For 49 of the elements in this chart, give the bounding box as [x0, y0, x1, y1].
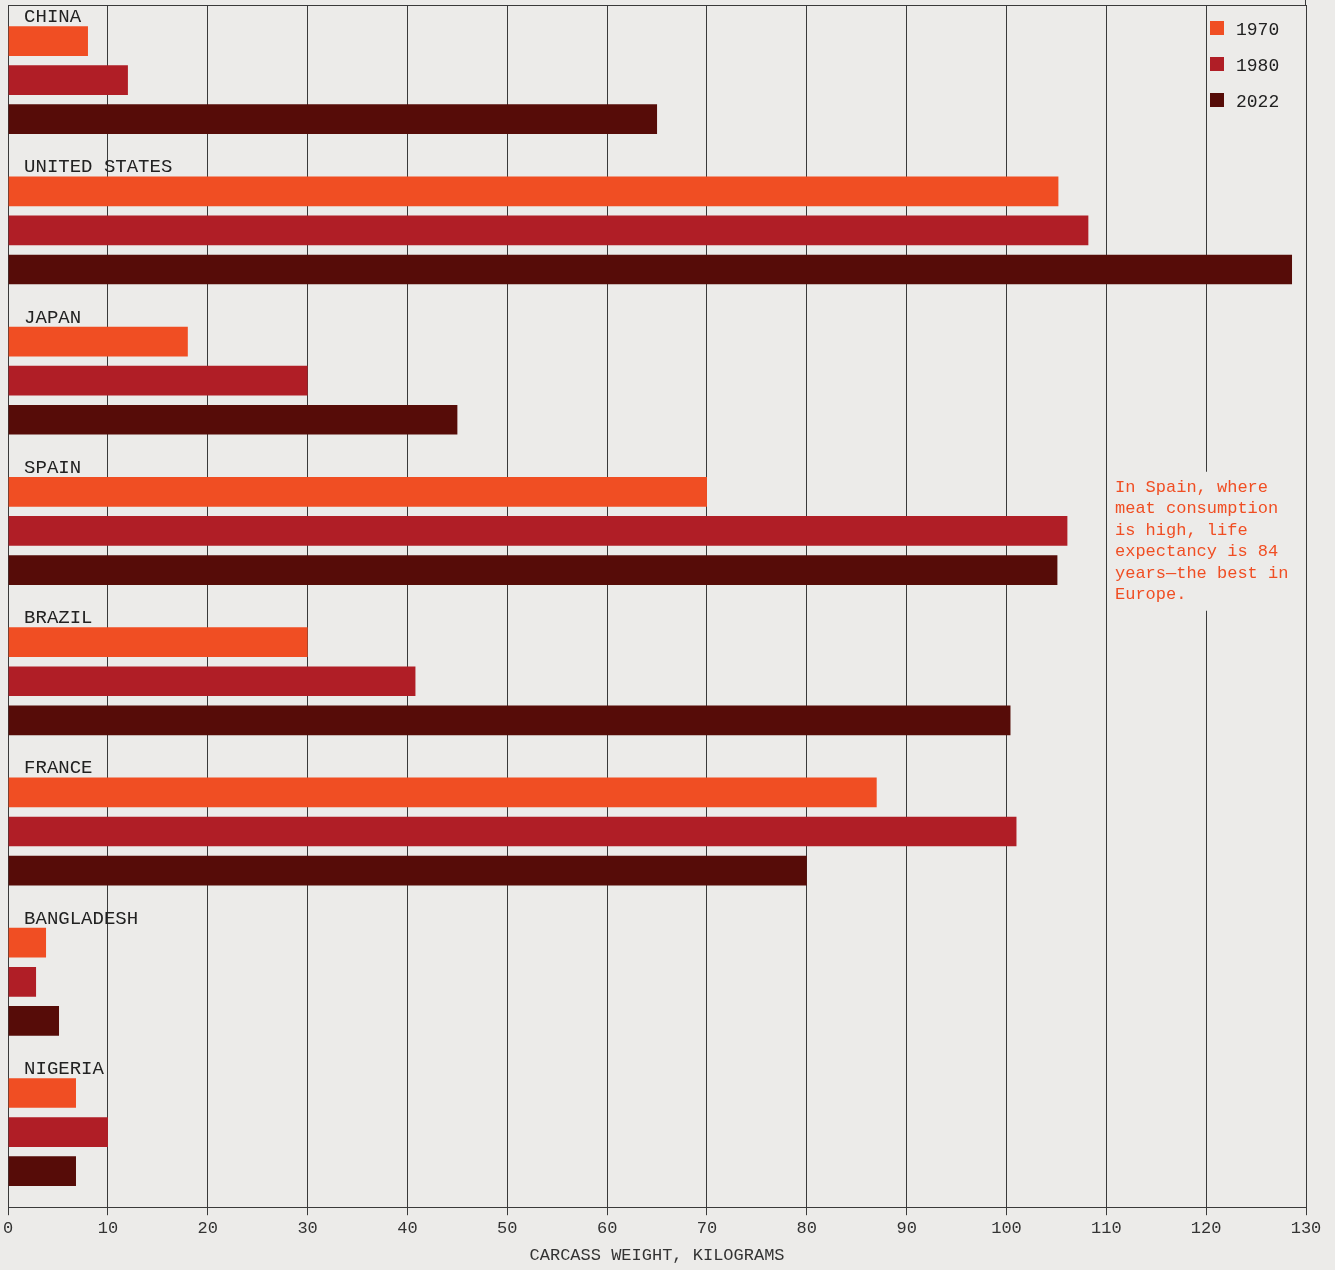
legend-label: 1970	[1236, 20, 1280, 40]
bar	[8, 927, 47, 958]
bar	[8, 254, 1293, 285]
x-tick-label: 80	[796, 1218, 818, 1238]
bar	[8, 1078, 76, 1108]
x-tick-label: 130	[1290, 1218, 1322, 1238]
bar	[8, 777, 877, 808]
bar	[8, 555, 1058, 585]
x-tick-label: 30	[297, 1218, 318, 1238]
bar	[8, 666, 416, 697]
bar	[8, 966, 37, 997]
bar	[8, 65, 128, 95]
bar	[8, 326, 188, 357]
x-tick-label: 90	[896, 1218, 917, 1238]
y-tick-label: FRANCE	[24, 757, 93, 780]
bar	[8, 365, 308, 396]
bar	[8, 705, 1011, 736]
bar	[8, 477, 707, 507]
x-tick-label: 70	[696, 1218, 718, 1238]
y-tick-label: BRAZIL	[24, 607, 93, 630]
x-tick-label: 100	[991, 1218, 1022, 1238]
y-tick-label: CHINA	[24, 6, 82, 28]
y-tick-label: JAPAN	[24, 306, 82, 329]
bar	[8, 816, 1017, 847]
x-tick-label: 0	[3, 1218, 14, 1238]
x-tick-label: 50	[497, 1218, 518, 1238]
bar	[8, 627, 308, 658]
y-tick-label: NIGERIA	[24, 1057, 105, 1080]
x-tick-label: 40	[397, 1218, 418, 1238]
bar	[8, 104, 658, 135]
bar	[8, 516, 1068, 546]
y-tick-label: SPAIN	[24, 456, 82, 479]
legend-label: 1980	[1236, 56, 1280, 76]
bar	[8, 1006, 60, 1036]
x-tick-label: 10	[97, 1218, 119, 1238]
legend-label: 2022	[1236, 92, 1280, 112]
bar	[8, 1117, 108, 1147]
x-tick-label: 120	[1190, 1218, 1222, 1238]
bar	[8, 176, 1059, 207]
x-tick-label: 110	[1091, 1218, 1122, 1238]
x-tick-label: 20	[197, 1218, 218, 1238]
bar	[8, 26, 88, 56]
bar	[8, 855, 807, 886]
x-axis-title: CARCASS WEIGHT, KILOGRAMS	[529, 1246, 785, 1266]
x-tick-label: 60	[596, 1218, 618, 1238]
bar	[8, 215, 1089, 246]
annotation: In Spain, where meat consumption is high, life expectancy is 84 years—the best in Europe.	[1115, 477, 1289, 605]
bar	[8, 1156, 76, 1186]
bar	[8, 404, 458, 435]
